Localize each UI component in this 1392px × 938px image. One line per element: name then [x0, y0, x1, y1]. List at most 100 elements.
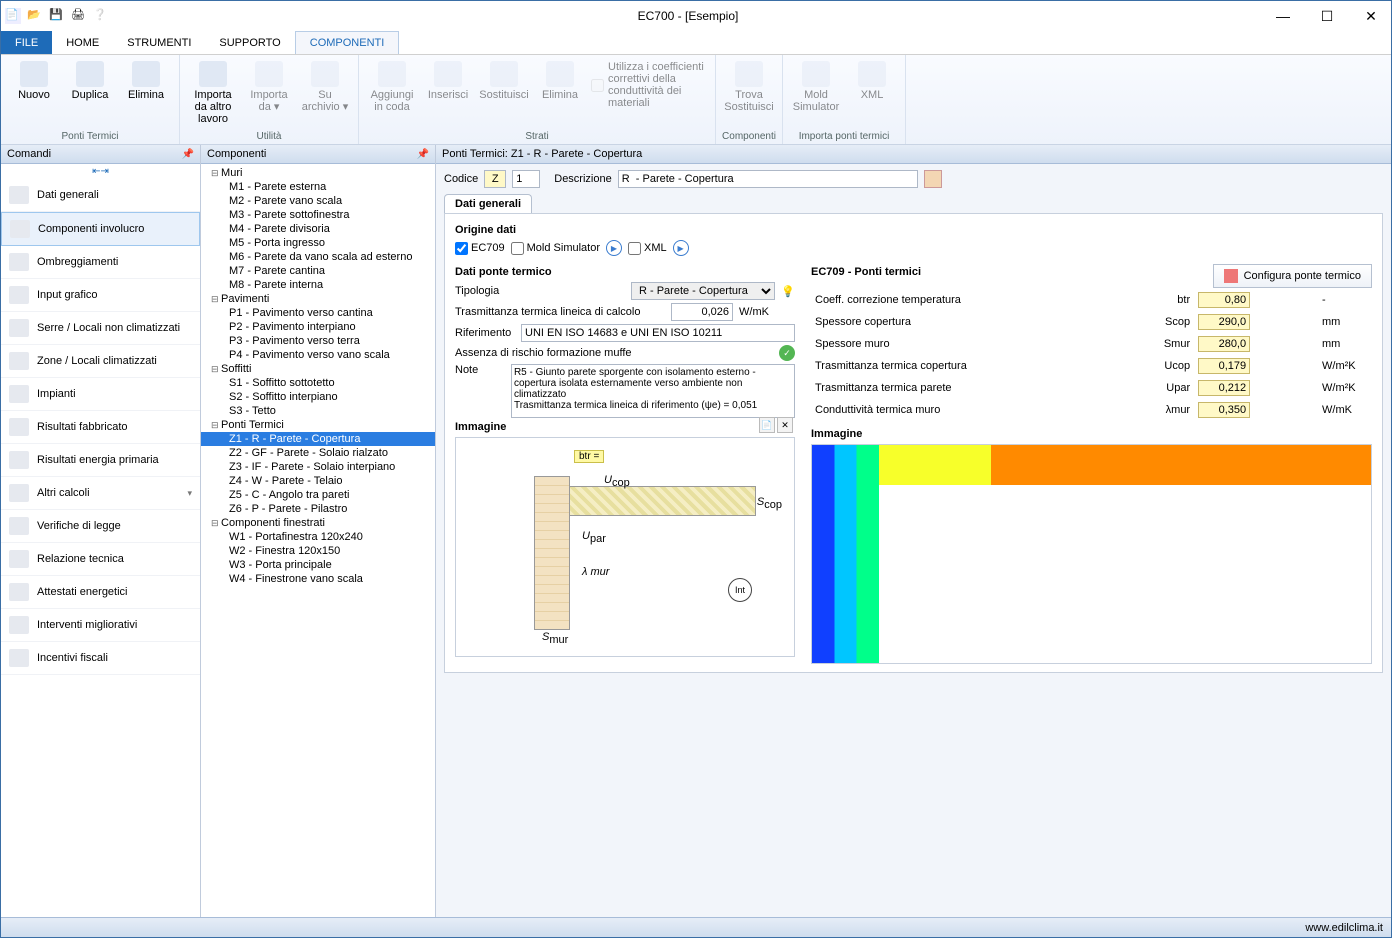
pin-icon[interactable]: 📌: [417, 149, 429, 160]
sidebar-item-interventi-migliorativi[interactable]: Interventi migliorativi: [1, 609, 200, 642]
collapse-icon[interactable]: ⇤⇥: [1, 164, 200, 179]
help-icon[interactable]: ❔: [93, 8, 109, 24]
tree-node[interactable]: Muri: [201, 166, 435, 180]
table-row: Trasmittanza termica pareteUparW/m²K: [813, 378, 1370, 398]
main-header: Ponti Termici: Z1 - R - Parete - Copertu…: [436, 145, 1391, 164]
tree-node[interactable]: P2 - Pavimento interpiano: [201, 320, 435, 334]
tab-dati-generali[interactable]: Dati generali: [444, 194, 532, 213]
origin-xml[interactable]: XML: [628, 242, 667, 255]
tree-node[interactable]: Z5 - C - Angolo tra pareti: [201, 488, 435, 502]
configure-button[interactable]: Configura ponte termico: [1213, 264, 1372, 288]
ec709-checkbox[interactable]: [455, 242, 468, 255]
print-icon[interactable]: 🖨: [71, 8, 87, 24]
tree-node[interactable]: W4 - Finestrone vano scala: [201, 572, 435, 586]
sidebar-item-dati-generali[interactable]: Dati generali: [1, 179, 200, 212]
tree-node[interactable]: Ponti Termici: [201, 418, 435, 432]
desc-picker-icon[interactable]: [924, 170, 942, 188]
sidebar-item-risultati-energia-primaria[interactable]: Risultati energia primaria: [1, 444, 200, 477]
maximize-button[interactable]: ☐: [1311, 8, 1343, 25]
origin-mold[interactable]: Mold Simulator: [511, 242, 600, 255]
tree-node[interactable]: M8 - Parete interna: [201, 278, 435, 292]
image-delete-icon[interactable]: ✕: [777, 417, 793, 433]
ribbon-elimina[interactable]: Elimina: [119, 59, 173, 103]
mold-checkbox[interactable]: [511, 242, 524, 255]
tree-node[interactable]: Componenti finestrati: [201, 516, 435, 530]
tree-node[interactable]: Z3 - IF - Parete - Solaio interpiano: [201, 460, 435, 474]
tree-node[interactable]: P4 - Pavimento verso vano scala: [201, 348, 435, 362]
pin-icon[interactable]: 📌: [182, 149, 194, 160]
trans-input[interactable]: [671, 303, 733, 321]
tree-node[interactable]: Z1 - R - Parete - Copertura: [201, 432, 435, 446]
menu-componenti[interactable]: COMPONENTI: [295, 31, 400, 54]
sidebar-item-ombreggiamenti[interactable]: Ombreggiamenti: [1, 246, 200, 279]
ribbon-importa-da-altro-lavoro[interactable]: Importa da altro lavoro: [186, 59, 240, 127]
tree-node[interactable]: P3 - Pavimento verso terra: [201, 334, 435, 348]
ec709-value-input[interactable]: [1198, 380, 1250, 396]
bridge-title: Dati ponte termico: [455, 266, 795, 278]
tree-node[interactable]: M4 - Parete divisoria: [201, 222, 435, 236]
ribbon-duplica[interactable]: Duplica: [63, 59, 117, 103]
sidebar-item-risultati-fabbricato[interactable]: Risultati fabbricato: [1, 411, 200, 444]
tree-node[interactable]: S1 - Soffitto sottotetto: [201, 376, 435, 390]
sidebar-item-verifiche-di-legge[interactable]: Verifiche di legge: [1, 510, 200, 543]
xml-play-icon[interactable]: ▶: [673, 240, 689, 256]
tree-node[interactable]: M7 - Parete cantina: [201, 264, 435, 278]
close-button[interactable]: ✕: [1355, 8, 1387, 25]
tree-node[interactable]: Z2 - GF - Parete - Solaio rialzato: [201, 446, 435, 460]
hint-icon[interactable]: 💡: [781, 285, 795, 298]
ec709-value-input[interactable]: [1198, 358, 1250, 374]
menu-home[interactable]: HOME: [52, 31, 113, 54]
origin-ec709[interactable]: EC709: [455, 242, 505, 255]
tree-node[interactable]: Pavimenti: [201, 292, 435, 306]
tree-node[interactable]: W1 - Portafinestra 120x240: [201, 530, 435, 544]
tree-node[interactable]: S2 - Soffitto interpiano: [201, 390, 435, 404]
int-label: Int: [728, 578, 752, 602]
ec709-value-input[interactable]: [1198, 314, 1250, 330]
sidebar-item-altri-calcoli[interactable]: Altri calcoli: [1, 477, 200, 510]
note-textarea[interactable]: [511, 364, 795, 418]
sidebar-item-relazione-tecnica[interactable]: Relazione tecnica: [1, 543, 200, 576]
tree-node[interactable]: M2 - Parete vano scala: [201, 194, 435, 208]
sidebar-item-incentivi-fiscali[interactable]: Incentivi fiscali: [1, 642, 200, 675]
tipologia-select[interactable]: R - Parete - Copertura: [631, 282, 775, 300]
ec709-value-input[interactable]: [1198, 292, 1250, 308]
open-file-icon[interactable]: 📂: [27, 8, 43, 24]
sidebar-item-label: Verifiche di legge: [37, 520, 121, 532]
code-n-input[interactable]: [512, 170, 540, 188]
tree-node[interactable]: W2 - Finestra 120x150: [201, 544, 435, 558]
tree-node[interactable]: W3 - Porta principale: [201, 558, 435, 572]
rif-input[interactable]: [521, 324, 795, 342]
save-icon[interactable]: 💾: [49, 8, 65, 24]
sidebar-item-serre-locali-non-climatizzati[interactable]: Serre / Locali non climatizzati: [1, 312, 200, 345]
sidebar-item-componenti-involucro[interactable]: Componenti involucro: [1, 212, 200, 246]
tree-node[interactable]: Soffitti: [201, 362, 435, 376]
sidebar-item-attestati-energetici[interactable]: Attestati energetici: [1, 576, 200, 609]
component-tree[interactable]: MuriM1 - Parete esternaM2 - Parete vano …: [201, 164, 435, 917]
xml-checkbox[interactable]: [628, 242, 641, 255]
ec709-value-input[interactable]: [1198, 336, 1250, 352]
tree-node[interactable]: M3 - Parete sottofinestra: [201, 208, 435, 222]
sidebar-item-impianti[interactable]: Impianti: [1, 378, 200, 411]
tree-node[interactable]: S3 - Tetto: [201, 404, 435, 418]
tree-node[interactable]: P1 - Pavimento verso cantina: [201, 306, 435, 320]
tree-node[interactable]: Z6 - P - Parete - Pilastro: [201, 502, 435, 516]
sidebar-icon: [9, 418, 29, 436]
ec709-value-input[interactable]: [1198, 402, 1250, 418]
minimize-button[interactable]: —: [1267, 8, 1299, 25]
ribbon-nuovo[interactable]: Nuovo: [7, 59, 61, 103]
new-file-icon[interactable]: 📄: [5, 8, 21, 24]
desc-input[interactable]: [618, 170, 918, 188]
tree-node[interactable]: M6 - Parete da vano scala ad esterno: [201, 250, 435, 264]
tree-node[interactable]: M1 - Parete esterna: [201, 180, 435, 194]
tree-node[interactable]: M5 - Porta ingresso: [201, 236, 435, 250]
sidebar-item-input-grafico[interactable]: Input grafico: [1, 279, 200, 312]
mold-play-icon[interactable]: ▶: [606, 240, 622, 256]
sidebar-icon: [10, 220, 30, 238]
sidebar-item-zone-locali-climatizzati[interactable]: Zone / Locali climatizzati: [1, 345, 200, 378]
menu-supporto[interactable]: SUPPORTO: [205, 31, 294, 54]
code-z-input[interactable]: [484, 170, 506, 188]
tree-node[interactable]: Z4 - W - Parete - Telaio: [201, 474, 435, 488]
image-copy-icon[interactable]: 📄: [759, 417, 775, 433]
menu-file[interactable]: FILE: [1, 31, 52, 54]
menu-strumenti[interactable]: STRUMENTI: [113, 31, 205, 54]
